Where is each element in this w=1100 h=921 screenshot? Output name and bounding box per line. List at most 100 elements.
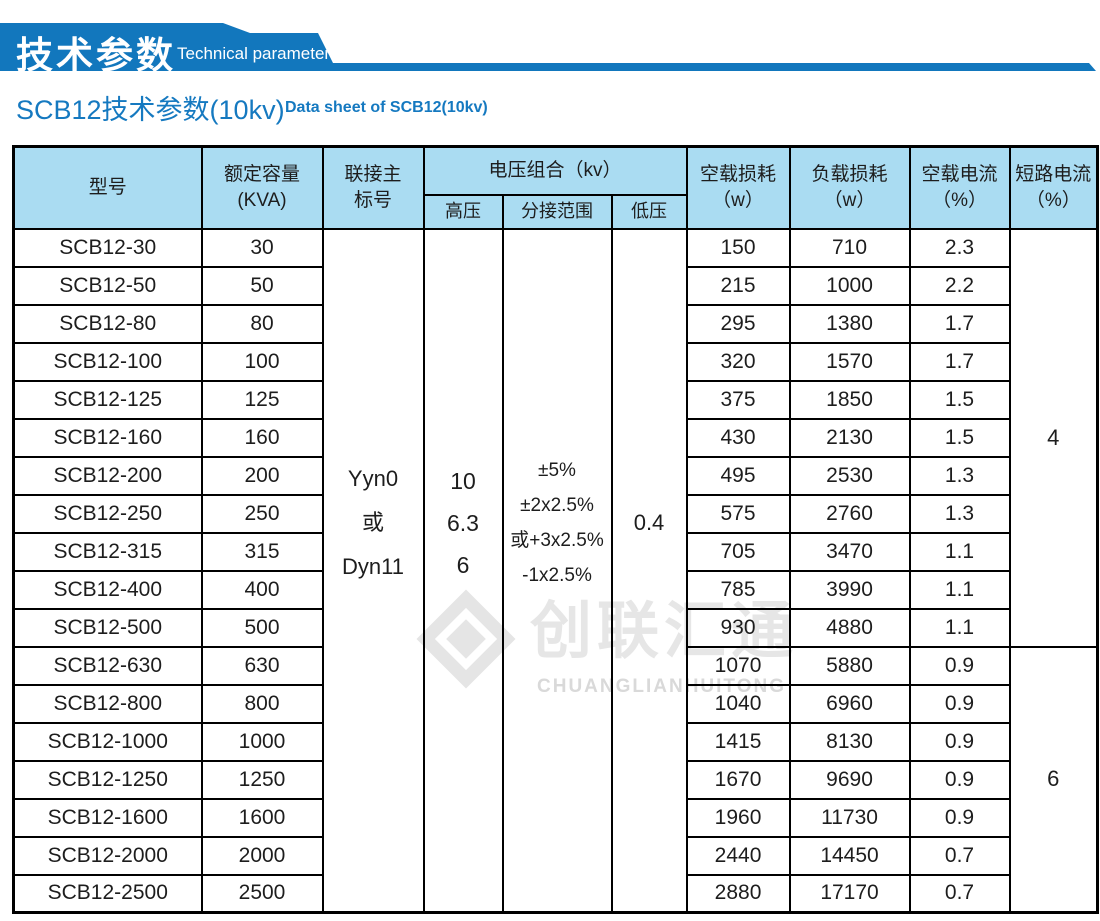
model-cell: SCB12-50 xyxy=(12,265,203,306)
no-load-loss-cell: 215 xyxy=(685,265,791,306)
load-loss-cell: 3470 xyxy=(788,531,911,572)
no-load-loss-cell: 1960 xyxy=(685,797,791,838)
hv-cell-line: 6.3 xyxy=(447,510,479,537)
no-load-loss-cell: 705 xyxy=(685,531,791,572)
capacity-cell: 100 xyxy=(200,341,324,382)
connection-cell-line: 或 xyxy=(361,510,384,536)
col-header-no-load-current: 空载电流 （%） xyxy=(908,145,1011,230)
model-cell: SCB12-630 xyxy=(12,645,203,686)
no-load-current-cell: 0.9 xyxy=(908,759,1011,800)
capacity-cell: 2500 xyxy=(200,873,324,914)
no-load-current-cell: 1.3 xyxy=(908,493,1011,534)
no-load-loss-cell: 320 xyxy=(685,341,791,382)
col-header-connection: 联接主 标号 xyxy=(321,145,425,230)
table-row: SCB12-1000 1000 1415 8130 0.9 xyxy=(12,721,1098,762)
table-body: SCB12-30 30 Yyn0 或 Dyn11 10 6.3 6 ±5% ±2x2.5% 或+3x… xyxy=(12,227,1099,914)
model-cell: SCB12-315 xyxy=(12,531,203,572)
load-loss-cell: 3990 xyxy=(788,569,911,610)
table-row: SCB12-800 800 1040 6960 0.9 xyxy=(12,683,1098,724)
no-load-loss-cell: 375 xyxy=(685,379,791,420)
capacity-cell: 125 xyxy=(200,379,324,420)
capacity-cell: 200 xyxy=(200,455,324,496)
capacity-cell: 400 xyxy=(200,569,324,610)
col-header-load-loss: 负载损耗 （w） xyxy=(788,145,911,230)
no-load-current-cell: 1.3 xyxy=(908,455,1011,496)
table-row: SCB12-1250 1250 1670 9690 0.9 xyxy=(12,759,1098,800)
col-header-short-circuit-current: 短路电流 （%） xyxy=(1008,145,1099,230)
load-loss-cell: 1380 xyxy=(788,303,911,344)
capacity-cell: 30 xyxy=(200,227,324,268)
load-loss-cell: 14450 xyxy=(788,835,911,876)
no-load-current-cell: 1.5 xyxy=(908,417,1011,458)
col-header-capacity: 额定容量 (KVA) xyxy=(200,145,324,230)
load-loss-cell: 17170 xyxy=(788,873,911,914)
capacity-cell: 2000 xyxy=(200,835,324,876)
col-header-no-load-loss: 空载损耗 （w） xyxy=(685,145,791,230)
col-header-model: 型号 xyxy=(12,145,203,230)
header-row-1: 型号 额定容量 (KVA) 联接主 标号 电压组合（kv） 空载损耗 （w） 负… xyxy=(12,145,1099,230)
capacity-cell: 315 xyxy=(200,531,324,572)
no-load-loss-cell: 150 xyxy=(685,227,791,268)
hv-cell-line: 6 xyxy=(456,552,470,579)
no-load-loss-cell: 1070 xyxy=(685,645,791,686)
model-cell: SCB12-1250 xyxy=(12,759,203,800)
table-row: SCB12-1600 1600 1960 11730 0.9 xyxy=(12,797,1098,838)
capacity-cell: 800 xyxy=(200,683,324,724)
load-loss-cell: 9690 xyxy=(788,759,911,800)
table-row: SCB12-30 30 Yyn0 或 Dyn11 10 6.3 6 ±5% ±2x2.5% 或+3x… xyxy=(12,227,1099,914)
no-load-current-cell: 0.7 xyxy=(908,835,1011,876)
load-loss-cell: 2760 xyxy=(788,493,911,534)
table-row: SCB12-160 160 430 2130 1.5 xyxy=(12,417,1098,458)
no-load-loss-cell: 295 xyxy=(685,303,791,344)
capacity-cell: 500 xyxy=(200,607,324,648)
model-cell: SCB12-30 xyxy=(12,227,203,268)
load-loss-cell: 5880 xyxy=(788,645,911,686)
model-cell: SCB12-2500 xyxy=(12,873,203,914)
capacity-cell: 80 xyxy=(200,303,324,344)
model-cell: SCB12-400 xyxy=(12,569,203,610)
table-row: SCB12-250 250 575 2760 1.3 xyxy=(12,493,1098,534)
tap-range-cell-line: ±2x2.5% xyxy=(520,495,594,517)
banner-title-cn: 技术参数 xyxy=(16,35,176,76)
load-loss-cell: 2530 xyxy=(788,455,911,496)
hv-cell: 10 6.3 6 xyxy=(422,227,504,914)
no-load-current-cell: 2.2 xyxy=(908,265,1011,306)
model-cell: SCB12-1600 xyxy=(12,797,203,838)
table-row: SCB12-2000 2000 2440 14450 0.7 xyxy=(12,835,1098,876)
load-loss-cell: 1000 xyxy=(788,265,911,306)
no-load-current-cell: 1.1 xyxy=(908,531,1011,572)
model-cell: SCB12-2000 xyxy=(12,835,203,876)
tap-range-cell-line: -1x2.5% xyxy=(522,565,592,587)
no-load-loss-cell: 785 xyxy=(685,569,791,610)
page-title: SCB12技术参数(10kv) xyxy=(16,95,285,125)
banner-title-en: Technical parameter xyxy=(177,44,331,63)
capacity-cell: 630 xyxy=(200,645,324,686)
connection-cell-line: Dyn11 xyxy=(342,554,404,580)
no-load-loss-cell: 1415 xyxy=(685,721,791,762)
no-load-current-cell: 2.3 xyxy=(908,227,1011,268)
lv-cell: 0.4 xyxy=(610,227,688,914)
model-cell: SCB12-1000 xyxy=(12,721,203,762)
capacity-cell: 1600 xyxy=(200,797,324,838)
table-row: SCB12-50 50 215 1000 2.2 xyxy=(12,265,1098,306)
table-row: SCB12-315 315 705 3470 1.1 xyxy=(12,531,1098,572)
no-load-loss-cell: 2440 xyxy=(685,835,791,876)
load-loss-cell: 1570 xyxy=(788,341,911,382)
capacity-cell: 1000 xyxy=(200,721,324,762)
no-load-loss-cell: 430 xyxy=(685,417,791,458)
capacity-cell: 1250 xyxy=(200,759,324,800)
connection-cell: Yyn0 或 Dyn11 xyxy=(321,227,425,914)
table-row: SCB12-400 400 785 3990 1.1 xyxy=(12,569,1098,610)
short-circuit-cell: 6 xyxy=(1008,645,1099,914)
model-cell: SCB12-500 xyxy=(12,607,203,648)
banner-shape xyxy=(0,23,1096,71)
model-cell: SCB12-250 xyxy=(12,493,203,534)
no-load-current-cell: 1.7 xyxy=(908,341,1011,382)
connection-cell-line: Yyn0 xyxy=(347,466,399,492)
no-load-current-cell: 1.1 xyxy=(908,569,1011,610)
table-row: SCB12-125 125 375 1850 1.5 xyxy=(12,379,1098,420)
tap-range-cell-line: 或+3x2.5% xyxy=(510,530,604,552)
lv-cell-line: 0.4 xyxy=(633,510,665,536)
load-loss-cell: 1850 xyxy=(788,379,911,420)
no-load-current-cell: 1.1 xyxy=(908,607,1011,648)
